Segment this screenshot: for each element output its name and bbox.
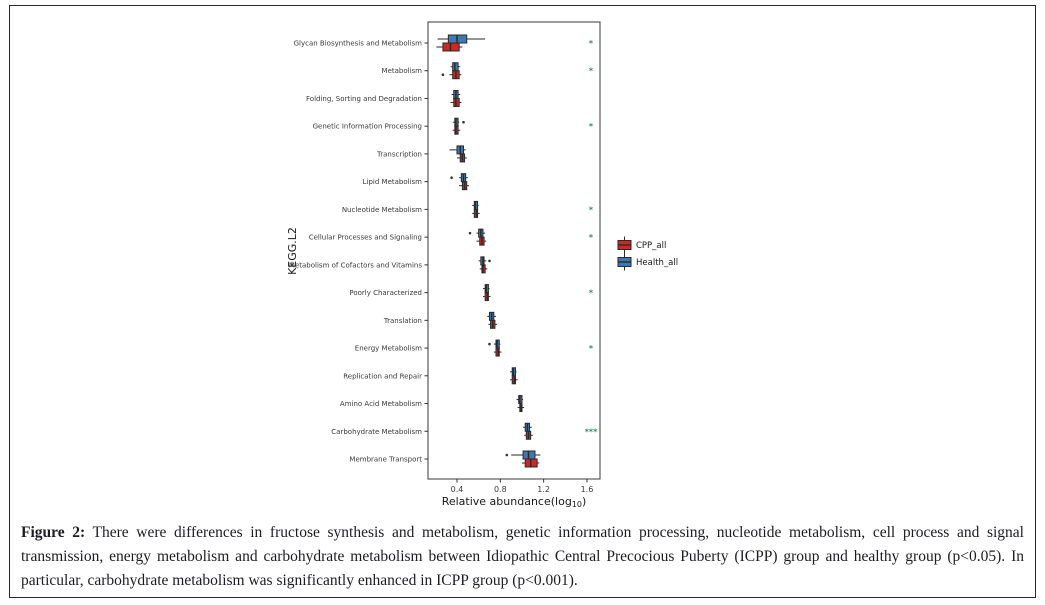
svg-text:1.2: 1.2 [537, 485, 550, 494]
svg-text:Folding, Sorting and Degradati: Folding, Sorting and Degradation [306, 95, 422, 103]
svg-text:0.8: 0.8 [494, 485, 507, 494]
figure-caption-text: There were differences in fructose synth… [21, 524, 1024, 590]
svg-text:Health_all: Health_all [636, 258, 678, 268]
svg-text:Glycan Biosynthesis and Metabo: Glycan Biosynthesis and Metabolism [294, 40, 423, 48]
svg-text:*: * [589, 233, 594, 242]
svg-text:KEGG.L2: KEGG.L2 [286, 227, 299, 275]
svg-text:Cellular Processes and Signali: Cellular Processes and Signaling [309, 234, 422, 242]
svg-text:Translation: Translation [383, 317, 422, 325]
svg-text:Genetic Information Processing: Genetic Information Processing [313, 123, 422, 131]
kegg-boxplot-chart: Glycan Biosynthesis and Metabolism * Metab… [286, 21, 678, 509]
svg-text:Lipid Metabolism: Lipid Metabolism [363, 178, 423, 186]
svg-text:*: * [589, 122, 594, 131]
svg-text:*: * [589, 39, 594, 48]
svg-text:*: * [589, 67, 594, 76]
figure-caption: Figure 2: There were differences in fruc… [21, 521, 1024, 594]
svg-text:Membrane Transport: Membrane Transport [349, 455, 422, 463]
svg-text:Transcription: Transcription [376, 150, 422, 158]
svg-text:Carbohydrate Metabolism: Carbohydrate Metabolism [331, 428, 422, 436]
svg-text:Relative abundance(log10): Relative abundance(log10) [442, 495, 587, 509]
svg-text:Poorly Characterized: Poorly Characterized [349, 289, 422, 297]
svg-text:Metabolism of Cofactors and Vi: Metabolism of Cofactors and Vitamins [289, 261, 422, 269]
svg-text:*: * [589, 289, 594, 298]
svg-text:*: * [589, 205, 594, 214]
figure-caption-label: Figure 2: [21, 524, 86, 541]
svg-text:Amino Acid Metabolism: Amino Acid Metabolism [340, 400, 422, 408]
svg-text:Replication and Repair: Replication and Repair [343, 372, 422, 380]
svg-text:1.6: 1.6 [581, 485, 594, 494]
svg-text:Metabolism: Metabolism [382, 67, 423, 75]
svg-text:*: * [589, 344, 594, 353]
svg-text:***: *** [585, 427, 598, 436]
svg-text:Nucleotide Metabolism: Nucleotide Metabolism [342, 206, 422, 214]
svg-text:Energy Metabolism: Energy Metabolism [355, 345, 422, 353]
svg-text:0.4: 0.4 [451, 485, 464, 494]
svg-text:CPP_all: CPP_all [636, 241, 666, 251]
